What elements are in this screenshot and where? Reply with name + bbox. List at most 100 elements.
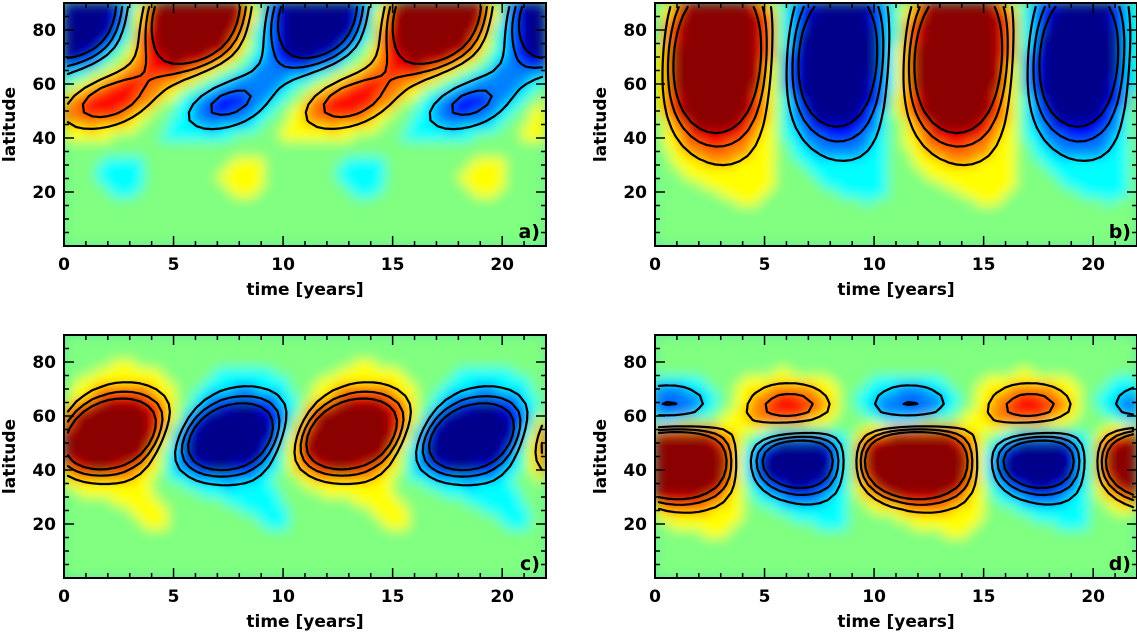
heatmap-cell bbox=[1032, 107, 1042, 117]
heatmap-cell bbox=[1072, 229, 1082, 239]
heatmap-cell bbox=[847, 75, 857, 85]
heatmap-cell bbox=[686, 107, 696, 117]
heatmap-cell bbox=[449, 431, 459, 441]
heatmap-cell bbox=[344, 520, 354, 530]
heatmap-cell bbox=[529, 99, 539, 109]
heatmap-cell bbox=[79, 3, 89, 12]
heatmap-cell bbox=[1112, 3, 1122, 12]
heatmap-cell bbox=[216, 415, 226, 425]
heatmap-cell bbox=[1072, 148, 1082, 158]
heatmap-cell bbox=[312, 464, 322, 474]
heatmap-cell bbox=[288, 91, 298, 101]
heatmap-cell bbox=[328, 10, 338, 20]
heatmap-cell bbox=[662, 140, 672, 150]
heatmap-cell bbox=[489, 472, 499, 482]
heatmap-cell bbox=[831, 91, 841, 101]
heatmap-cell bbox=[328, 545, 338, 555]
heatmap-cell bbox=[344, 504, 354, 514]
heatmap-cell bbox=[304, 59, 314, 69]
heatmap-cell bbox=[823, 115, 833, 125]
heatmap-cell bbox=[192, 553, 201, 563]
heatmap-cell bbox=[87, 504, 97, 514]
heatmap-cell bbox=[449, 229, 459, 239]
heatmap-cell bbox=[71, 205, 81, 215]
heatmap-cell bbox=[839, 164, 849, 174]
heatmap-cell bbox=[750, 3, 760, 12]
heatmap-cell bbox=[513, 196, 523, 206]
heatmap-cell bbox=[758, 99, 768, 109]
heatmap-cell bbox=[497, 107, 507, 117]
heatmap-cell bbox=[694, 205, 704, 215]
heatmap-cell bbox=[983, 34, 993, 44]
heatmap-cell bbox=[248, 43, 258, 53]
heatmap-cell bbox=[417, 124, 426, 134]
heatmap-cell bbox=[943, 10, 953, 20]
heatmap-cell bbox=[513, 188, 523, 198]
heatmap-cell bbox=[441, 456, 451, 466]
heatmap-cell bbox=[376, 115, 386, 125]
heatmap-cell bbox=[143, 67, 153, 77]
heatmap-cell bbox=[823, 140, 833, 150]
heatmap-cell bbox=[529, 213, 539, 223]
heatmap-cell bbox=[200, 140, 210, 150]
heatmap-cell bbox=[710, 115, 720, 125]
heatmap-cell bbox=[481, 83, 491, 93]
heatmap-cell bbox=[208, 51, 218, 61]
heatmap-cell bbox=[159, 496, 169, 506]
heatmap-cell bbox=[1088, 164, 1098, 174]
heatmap-cell bbox=[655, 124, 664, 134]
heatmap-cell bbox=[103, 520, 113, 530]
heatmap-cell bbox=[655, 180, 664, 190]
heatmap-cell bbox=[87, 447, 97, 457]
heatmap-cell bbox=[686, 188, 696, 198]
heatmap-cell bbox=[360, 3, 370, 12]
heatmap-cell bbox=[111, 415, 121, 425]
heatmap-cell bbox=[678, 26, 688, 36]
heatmap-cell bbox=[143, 140, 153, 150]
heatmap-cell bbox=[64, 124, 73, 134]
heatmap-cell bbox=[352, 132, 362, 142]
heatmap-cell bbox=[256, 115, 266, 125]
heatmap-cell bbox=[256, 504, 266, 514]
heatmap-cell bbox=[232, 132, 242, 142]
heatmap-cell bbox=[392, 456, 402, 466]
heatmap-cell bbox=[999, 67, 1009, 77]
heatmap-cell bbox=[1048, 10, 1058, 20]
heatmap-cell bbox=[176, 43, 185, 53]
heatmap-cell bbox=[1088, 99, 1098, 109]
heatmap-cell bbox=[208, 213, 218, 223]
heatmap-cell bbox=[441, 26, 451, 36]
heatmap-cell bbox=[425, 520, 434, 530]
heatmap-cell bbox=[473, 43, 483, 53]
heatmap-cell bbox=[232, 196, 242, 206]
heatmap-cell bbox=[847, 221, 857, 231]
heatmap-cell bbox=[1048, 196, 1058, 206]
heatmap-cell bbox=[1064, 83, 1074, 93]
heatmap-cell bbox=[95, 439, 105, 449]
heatmap-cell bbox=[959, 26, 969, 36]
heatmap-cell bbox=[999, 140, 1009, 150]
heatmap-cell bbox=[280, 51, 290, 61]
heatmap-cell bbox=[208, 553, 218, 563]
heatmap-cell bbox=[863, 188, 873, 198]
heatmap-cell bbox=[119, 124, 129, 134]
heatmap-cell bbox=[823, 83, 833, 93]
heatmap-cell bbox=[216, 83, 226, 93]
heatmap-cell bbox=[967, 164, 977, 174]
heatmap-cell bbox=[839, 140, 849, 150]
heatmap-cell bbox=[1104, 180, 1114, 190]
heatmap-cell bbox=[64, 520, 73, 530]
heatmap-cell bbox=[775, 132, 784, 142]
heatmap-cell bbox=[87, 553, 97, 563]
heatmap-cell bbox=[192, 115, 201, 125]
heatmap-cell bbox=[304, 229, 314, 239]
heatmap-cell bbox=[272, 196, 282, 206]
heatmap-cell bbox=[449, 205, 459, 215]
heatmap-cell bbox=[176, 188, 185, 198]
heatmap-cell bbox=[702, 75, 712, 85]
heatmap-cell bbox=[999, 132, 1009, 142]
heatmap-cell bbox=[143, 553, 153, 563]
heatmap-cell bbox=[408, 67, 418, 77]
heatmap-cell bbox=[176, 221, 185, 231]
heatmap-cell bbox=[871, 3, 881, 12]
